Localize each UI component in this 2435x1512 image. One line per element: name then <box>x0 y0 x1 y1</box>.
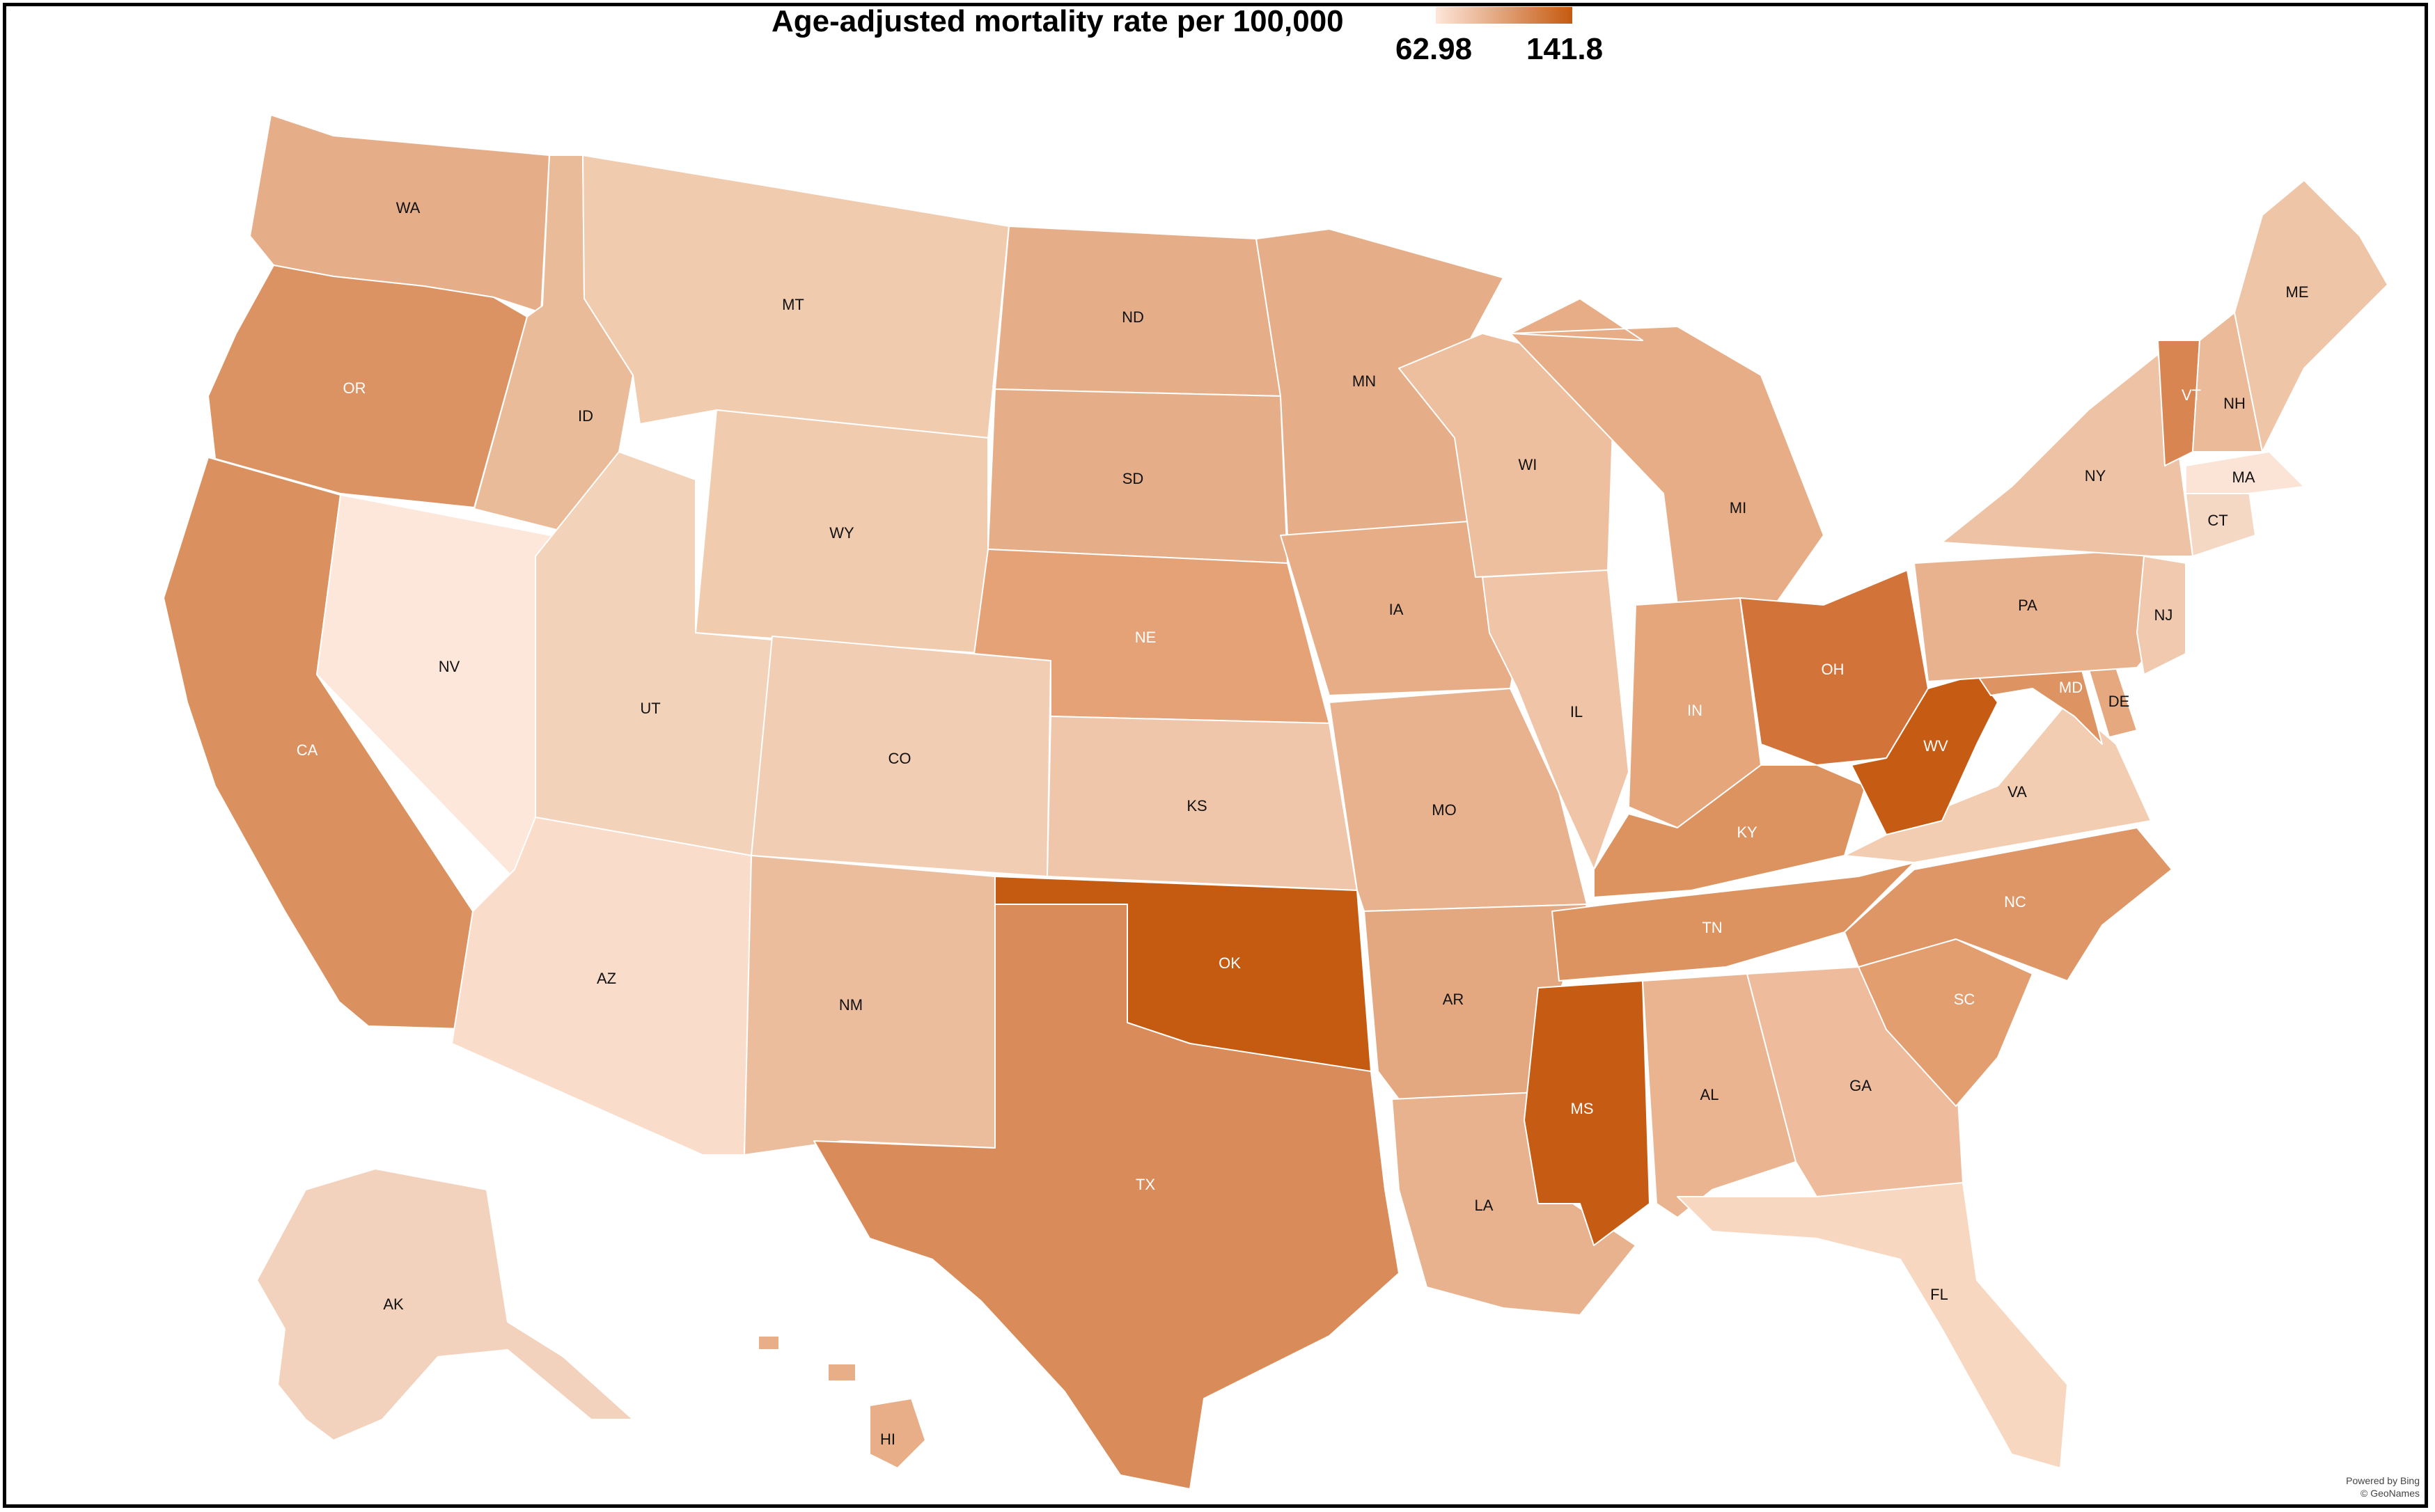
state-label-nv: NV <box>439 658 460 675</box>
state-label-ga: GA <box>1849 1077 1872 1094</box>
state-label-or: OR <box>343 379 366 397</box>
state-ma[interactable] <box>2185 451 2305 494</box>
state-me[interactable] <box>2234 180 2388 452</box>
state-label-fl: FL <box>1930 1286 1948 1303</box>
state-label-hi: HI <box>880 1431 895 1448</box>
state-label-ar: AR <box>1443 991 1464 1008</box>
state-label-wy: WY <box>829 524 854 542</box>
state-label-ms: MS <box>1571 1100 1594 1117</box>
legend-min-value: 62.98 <box>1395 32 1473 66</box>
state-label-mt: MT <box>782 296 804 313</box>
state-ny[interactable] <box>1941 354 2193 557</box>
state-label-nd: ND <box>1122 308 1144 326</box>
state-label-oh: OH <box>1822 661 1845 678</box>
state-ms[interactable] <box>1524 980 1650 1246</box>
state-label-ok: OK <box>1219 954 1241 972</box>
state-hi[interactable] <box>758 1335 926 1469</box>
state-pa[interactable] <box>1913 549 2172 682</box>
state-label-in: IN <box>1687 702 1702 719</box>
state-label-nc: NC <box>2004 893 2026 911</box>
state-label-tx: TX <box>1136 1176 1155 1193</box>
state-nj[interactable] <box>2136 556 2186 675</box>
state-wv[interactable] <box>1851 674 1998 835</box>
map-attribution: Powered by Bing © GeoNames <box>2346 1474 2420 1499</box>
state-ak[interactable] <box>256 1168 634 1441</box>
map-title: Age-adjusted mortality rate per 100,000 <box>772 4 1344 38</box>
state-label-ca: CA <box>297 741 318 759</box>
state-nm[interactable] <box>744 855 996 1156</box>
state-label-az: AZ <box>597 970 616 987</box>
us-choropleth-map: WA OR CA ID NV MT WY UT AZ CO NM ND SD NE KS OK TX MN IA MO… <box>163 114 2388 1490</box>
state-label-ky: KY <box>1737 824 1757 841</box>
state-label-ut: UT <box>640 700 660 717</box>
state-label-co: CO <box>888 750 911 767</box>
state-il[interactable] <box>1482 569 1629 870</box>
state-label-il: IL <box>1570 703 1583 720</box>
state-label-tn: TN <box>1702 919 1722 936</box>
legend-gradient-bar <box>1436 7 1572 24</box>
attribution-powered-by: Powered by Bing <box>2346 1475 2420 1486</box>
state-label-me: ME <box>2286 283 2309 301</box>
state-ky[interactable] <box>1593 764 1866 898</box>
state-label-ia: IA <box>1389 601 1404 618</box>
state-label-id: ID <box>578 407 593 425</box>
state-label-sc: SC <box>1954 991 1975 1008</box>
state-label-vt: VT <box>2182 386 2201 404</box>
state-label-nh: NH <box>2223 395 2246 412</box>
state-label-mn: MN <box>1352 372 1376 390</box>
state-fl[interactable] <box>1677 1182 2068 1469</box>
map-frame: WA OR CA ID NV MT WY UT AZ CO NM ND SD NE KS OK TX MN IA MO… <box>3 3 2428 1508</box>
state-label-ak: AK <box>383 1296 404 1313</box>
attribution-geonames: © GeoNames <box>2360 1488 2420 1499</box>
state-label-wa: WA <box>396 199 421 216</box>
state-label-ny: NY <box>2085 467 2106 485</box>
state-label-ct: CT <box>2207 512 2227 529</box>
state-label-sd: SD <box>1122 470 1144 487</box>
state-label-wi: WI <box>1519 456 1537 473</box>
state-label-pa: PA <box>2018 597 2037 614</box>
state-label-mo: MO <box>1432 801 1456 819</box>
legend-max-value: 141.8 <box>1526 32 1604 66</box>
state-tx[interactable] <box>813 904 1400 1490</box>
state-label-ks: KS <box>1187 797 1207 814</box>
state-label-ma: MA <box>2232 468 2255 486</box>
state-label-nm: NM <box>839 996 863 1014</box>
state-label-wv: WV <box>1923 737 1948 755</box>
state-label-al: AL <box>1700 1086 1719 1103</box>
state-label-md: MD <box>2059 679 2083 696</box>
state-label-ne: NE <box>1135 629 1157 646</box>
state-label-mi: MI <box>1730 499 1746 517</box>
state-label-va: VA <box>2007 783 2027 801</box>
state-label-nj: NJ <box>2154 606 2173 624</box>
state-label-de: DE <box>2108 693 2130 710</box>
state-tn[interactable] <box>1551 862 1915 982</box>
state-mi[interactable] <box>1510 298 1824 606</box>
state-nc[interactable] <box>1844 827 2172 982</box>
state-label-la: LA <box>1475 1197 1494 1214</box>
